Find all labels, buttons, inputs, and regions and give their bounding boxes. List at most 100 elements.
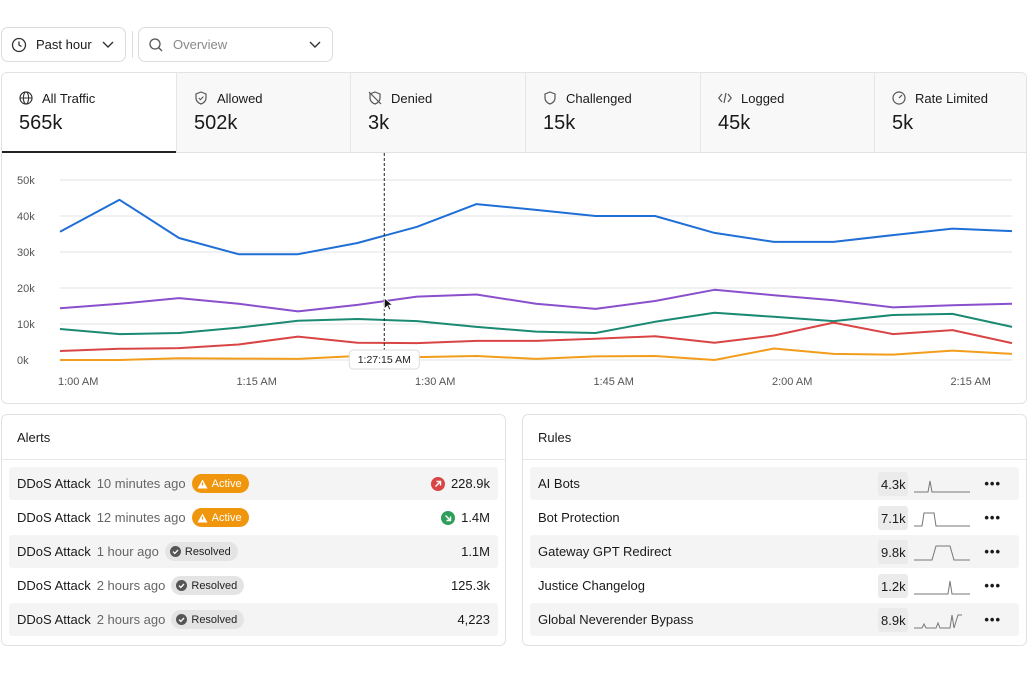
view-filter[interactable]: Overview <box>138 27 333 62</box>
more-button[interactable]: ••• <box>984 612 1001 627</box>
tab[interactable]: Challenged 15k <box>525 73 700 153</box>
globe-icon <box>19 91 33 105</box>
tab-value: 45k <box>718 112 751 134</box>
time-filter[interactable]: Past hour <box>1 27 126 62</box>
traffic-chart: 0k 10k 20k 30k 40k 50k 1:00 AM 1:15 AM 1:30 AM 1:… <box>17 153 1013 388</box>
alert-time: 1 hour ago <box>96 544 159 559</box>
search-icon <box>149 37 163 51</box>
alert-row[interactable]: DDoS Attack 12 minutes ago Active 1.4M <box>9 501 498 534</box>
status-badge: Resolved <box>171 576 245 595</box>
x-tick-label: 2:00 AM <box>772 376 812 388</box>
alert-value: 1.4M <box>441 510 490 525</box>
x-tick-label: 1:45 AM <box>594 376 634 388</box>
alert-name: DDoS Attack <box>17 612 91 627</box>
alert-time: 10 minutes ago <box>96 476 186 491</box>
sparkline <box>914 480 970 493</box>
value-text: 1.1M <box>461 544 490 559</box>
alert-value: 125.3k <box>451 578 490 593</box>
x-tick-label: 2:15 AM <box>951 376 991 388</box>
tab-value: 565k <box>19 112 63 134</box>
rule-row[interactable]: Global Neverender Bypass 8.9k ••• <box>530 603 1019 636</box>
sparkline <box>914 614 962 629</box>
tab[interactable]: Rate Limited 5k <box>874 73 1026 153</box>
rule-row[interactable]: Gateway GPT Redirect 9.8k ••• <box>530 535 1019 568</box>
series-line <box>59 288 1013 313</box>
x-tick-label: 1:15 AM <box>237 376 277 388</box>
trend-up-icon <box>430 476 445 491</box>
cursor <box>383 297 394 311</box>
rule-row[interactable]: AI Bots 4.3k ••• <box>530 467 1019 500</box>
rule-value: 9.8k <box>878 540 908 564</box>
alert-row[interactable]: DDoS Attack 1 hour ago Resolved 1.1M <box>9 535 498 568</box>
alert-value: 1.1M <box>461 544 490 559</box>
rule-value: 1.2k <box>878 574 908 598</box>
alerts-card: Alerts DDoS Attack 10 minutes ago Active… <box>1 414 506 646</box>
rule-name: Justice Changelog <box>538 578 645 593</box>
rules-card: Rules AI Bots 4.3k ••• Bot Protection 7.… <box>522 414 1027 646</box>
alert-row[interactable]: DDoS Attack 10 minutes ago Active 228.9k <box>9 467 498 500</box>
value-text: 1.4M <box>461 510 490 525</box>
check-icon <box>169 546 181 557</box>
value-text: 228.9k <box>450 476 490 491</box>
y-tick-label: 50k <box>17 175 35 187</box>
divider <box>2 459 505 460</box>
value-text: 125.3k <box>450 578 490 593</box>
chevron <box>102 41 114 48</box>
time-filter-label: Past hour <box>36 37 92 52</box>
shield-check-icon <box>195 91 207 105</box>
tab-label: Logged <box>741 91 785 106</box>
status-badge: Active <box>191 508 249 527</box>
rule-name: Global Neverender Bypass <box>538 612 694 627</box>
tab-label: Allowed <box>217 91 263 106</box>
more-button[interactable]: ••• <box>984 578 1001 593</box>
status-badge: Resolved <box>171 610 245 629</box>
rule-name: AI Bots <box>538 476 580 491</box>
clock-icon <box>11 37 27 52</box>
sparkline <box>914 545 970 561</box>
alert-time: 12 minutes ago <box>96 510 186 525</box>
trend-down-icon <box>441 510 456 525</box>
check-icon <box>176 580 188 591</box>
y-tick-label: 10k <box>17 319 35 331</box>
y-tick-label: 0k <box>17 355 29 367</box>
more-button[interactable]: ••• <box>984 510 1001 525</box>
tab-label: Rate Limited <box>915 91 988 106</box>
tab[interactable]: Allowed 502k <box>176 73 350 153</box>
tab[interactable]: All Traffic 565k <box>2 73 176 153</box>
alert-row[interactable]: DDoS Attack 2 hours ago Resolved 4,223 <box>9 603 498 636</box>
separator <box>132 31 133 58</box>
shield-off-icon <box>368 91 382 105</box>
card-title: Rules <box>538 430 572 445</box>
tooltip-box <box>348 349 420 370</box>
alert-time: 2 hours ago <box>96 612 166 627</box>
rule-row[interactable]: Bot Protection 7.1k ••• <box>530 501 1019 534</box>
divider <box>523 459 1026 460</box>
rule-value: 4.3k <box>878 472 908 496</box>
tooltip-text: 1:27:15 AM <box>358 354 411 366</box>
tab-label: All Traffic <box>42 91 96 106</box>
status-text: Resolved <box>184 545 231 558</box>
warning-icon <box>197 513 208 522</box>
tab-label: Challenged <box>566 91 632 106</box>
y-tick-label: 40k <box>17 211 35 223</box>
warning-icon <box>197 479 208 488</box>
series-line <box>59 321 1013 352</box>
status-text: Resolved <box>191 613 238 626</box>
alert-time: 2 hours ago <box>96 578 166 593</box>
tab[interactable]: Denied 3k <box>350 73 525 153</box>
rule-value: 8.9k <box>878 608 908 632</box>
x-tick-label: 1:00 AM <box>58 376 98 388</box>
status-text: Active <box>211 511 242 524</box>
alert-row[interactable]: DDoS Attack 2 hours ago Resolved 125.3k <box>9 569 498 602</box>
tab-value: 3k <box>368 112 390 134</box>
more-button[interactable]: ••• <box>984 476 1001 491</box>
more-button[interactable]: ••• <box>984 544 1001 559</box>
tab-value: 502k <box>194 112 238 134</box>
rule-value: 7.1k <box>878 506 908 530</box>
rule-row[interactable]: Justice Changelog 1.2k ••• <box>530 569 1019 602</box>
shield-icon <box>544 91 556 105</box>
card-title: Alerts <box>17 430 51 445</box>
tab[interactable]: Logged 45k <box>700 73 874 153</box>
